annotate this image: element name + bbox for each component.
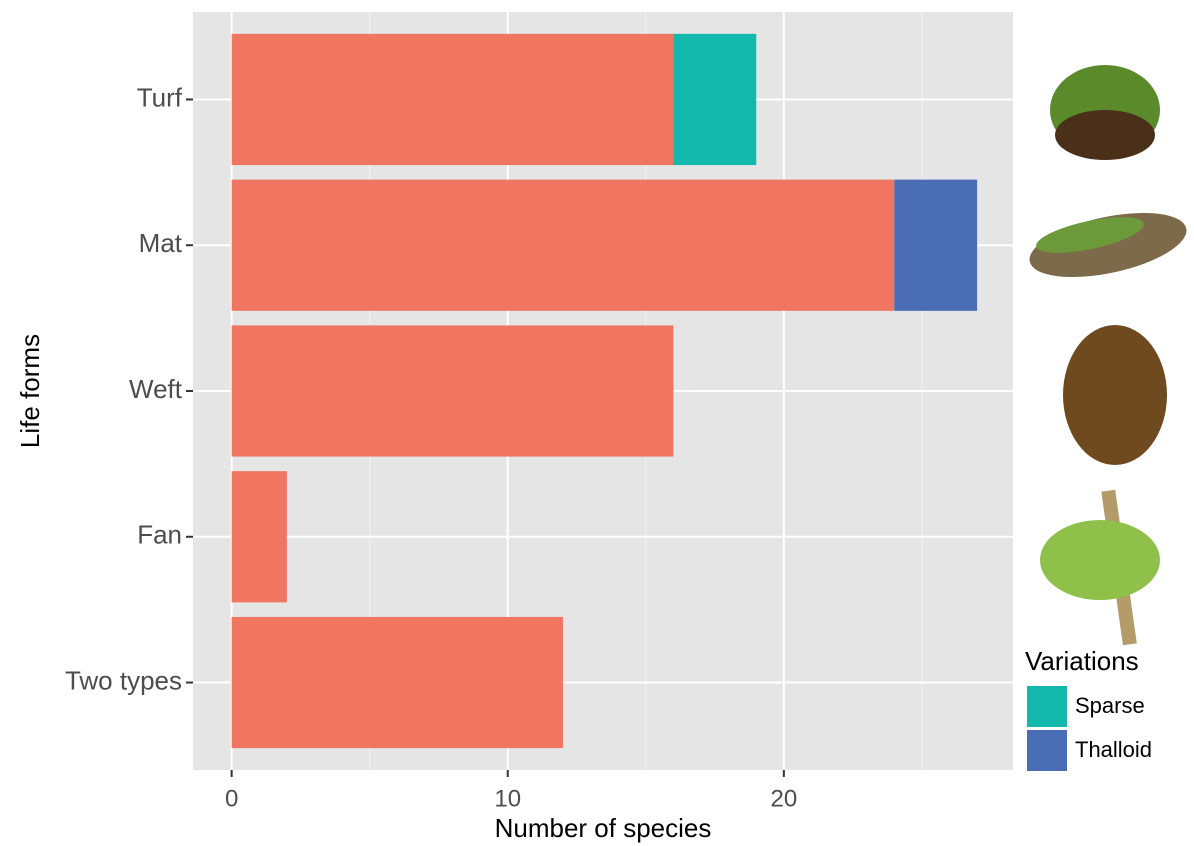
moss-illustrations: [1024, 65, 1192, 645]
x-tick-label: 10: [494, 785, 521, 812]
bar-segment: [232, 34, 674, 165]
legend-label: Thalloid: [1075, 737, 1152, 762]
y-tick-label: Fan: [137, 520, 182, 550]
bar-segment: [232, 471, 287, 602]
bar-segment: [232, 325, 674, 456]
legend-title: Variations: [1025, 646, 1139, 676]
y-tick-label: Two types: [65, 665, 182, 695]
y-tick-label: Turf: [137, 82, 183, 112]
bar-segment: [673, 34, 756, 165]
legend-key: [1027, 686, 1067, 727]
y-tick-label: Mat: [139, 228, 183, 258]
y-axis-title: Life forms: [15, 334, 45, 448]
legend-label: Sparse: [1075, 693, 1145, 718]
legend-key: [1027, 730, 1067, 771]
x-tick-label: 0: [225, 785, 238, 812]
y-tick-label: Weft: [129, 374, 183, 404]
bar-segment: [232, 180, 895, 311]
chart: Life forms Number of species Variations …: [0, 0, 1194, 846]
x-tick-label: 20: [770, 785, 797, 812]
x-axis-title: Number of species: [495, 813, 712, 843]
bar-segment: [232, 617, 563, 748]
bar-segment: [894, 180, 977, 311]
